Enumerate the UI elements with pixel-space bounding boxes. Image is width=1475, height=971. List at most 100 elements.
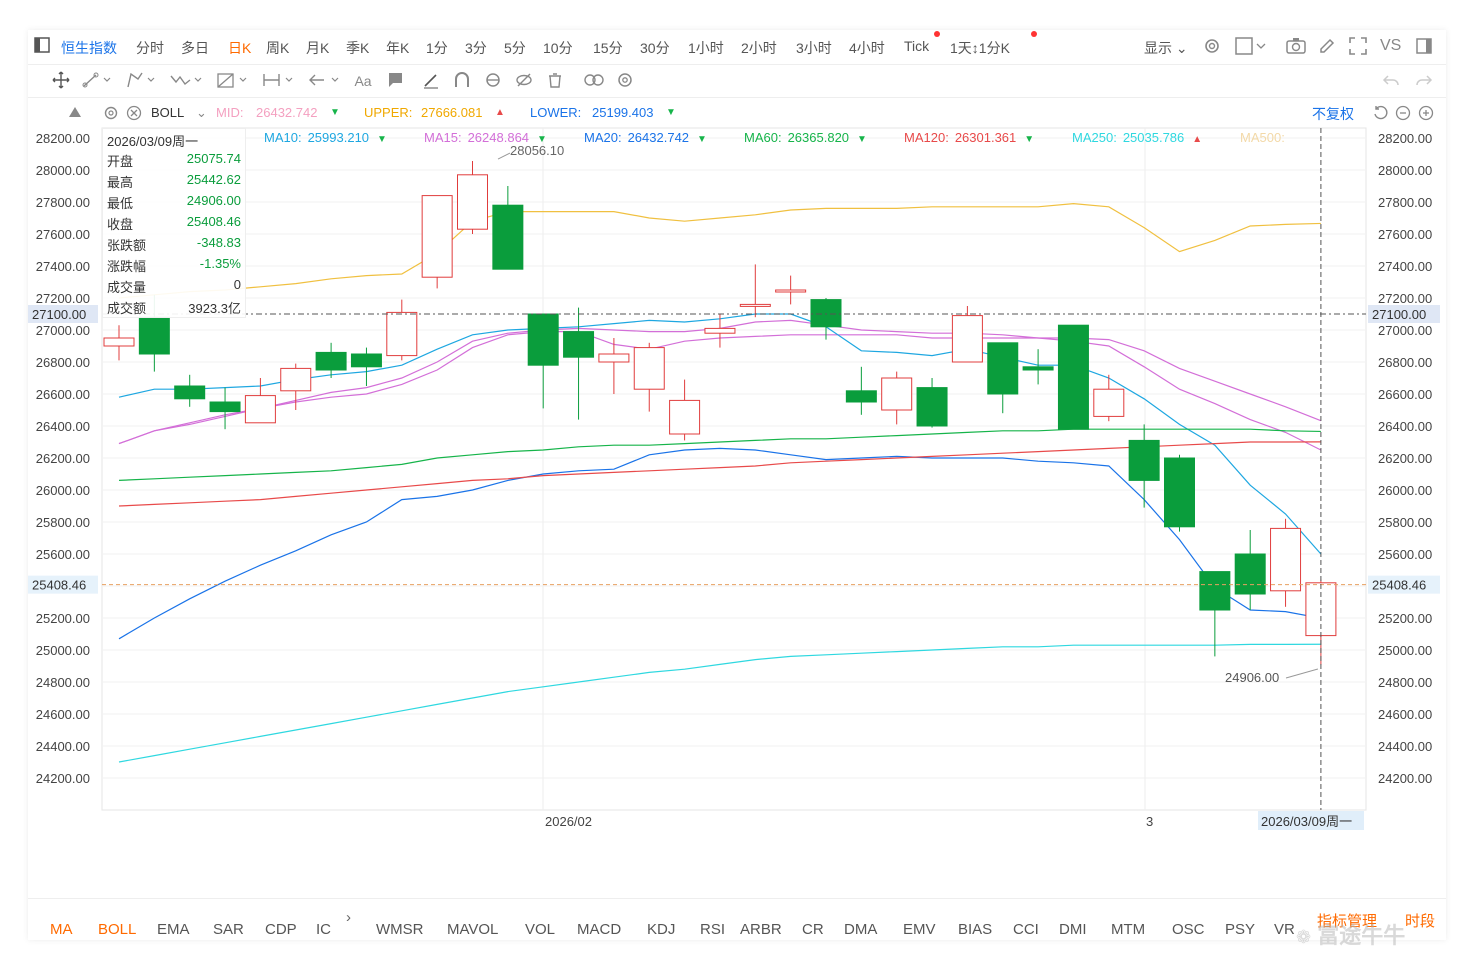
y-tick-label-right: 25800.00: [1378, 515, 1432, 530]
indicator-tab-mavol[interactable]: MAVOL: [447, 921, 499, 938]
indicator-tab-vr[interactable]: VR: [1274, 921, 1295, 938]
period-tab-12[interactable]: 30分: [640, 40, 670, 56]
indicator-tab-cdp[interactable]: CDP: [265, 921, 297, 938]
indicator-name[interactable]: BOLL: [151, 105, 185, 120]
info-row: 张跌额 -348.83: [107, 235, 241, 255]
period-tab-6[interactable]: 年K: [386, 40, 410, 56]
text-tool-icon[interactable]: Aa: [354, 73, 372, 89]
line-tool-icon[interactable]: [82, 71, 118, 91]
indicator-tab-rsi[interactable]: RSI: [700, 921, 726, 938]
adjust-dropdown[interactable]: 不复权: [1312, 106, 1354, 122]
panel-toggle-icon[interactable]: [1416, 38, 1432, 57]
ma-item-1: MA15: 26248.864 ▼: [424, 130, 547, 145]
x-axis-label: 3: [1146, 814, 1153, 829]
indicator-tab-cr[interactable]: CR: [802, 921, 824, 938]
indicator-tab-sar[interactable]: SAR: [213, 921, 244, 938]
indicator-tab-ema[interactable]: EMA: [157, 921, 190, 938]
display-dropdown[interactable]: 显示 ⌄: [1144, 40, 1188, 56]
drawing-settings-gear-icon[interactable]: [614, 71, 636, 91]
sidebar-toggle-icon[interactable]: [34, 37, 50, 56]
indicator-tab-ic[interactable]: IC: [316, 921, 331, 938]
period-toolbar: 恒生指数 分时 多日 日K 周K 月K 季K 年K 1分 3分 5分 10分 15分 30分 1小时 2小时…: [28, 30, 1446, 65]
period-tab-2[interactable]: 日K: [228, 40, 252, 56]
arrow-tool-icon[interactable]: [308, 71, 346, 91]
delete-drawings-icon[interactable]: [544, 71, 566, 91]
period-tab-9[interactable]: 5分: [504, 40, 526, 56]
indicator-tab-osc[interactable]: OSC: [1172, 921, 1205, 938]
indicator-tab-bias[interactable]: BIAS: [958, 921, 993, 938]
candle-body: [244, 395, 276, 424]
indicator-settings-icon[interactable]: [103, 105, 119, 124]
ma-label: MA60:: [744, 130, 782, 145]
undo-icon[interactable]: [1380, 71, 1402, 91]
pencil-icon[interactable]: [1318, 37, 1336, 58]
hline-price-box-left: 27100.00: [32, 307, 86, 322]
indicator-manage-button[interactable]: 指标管理: [1317, 913, 1378, 930]
indicator-tab-boll[interactable]: BOLL: [98, 921, 137, 938]
period-tab-11[interactable]: 15分: [593, 40, 623, 56]
fib-tool-icon[interactable]: [216, 71, 254, 91]
period-tab-10[interactable]: 10分: [543, 40, 573, 56]
period-tab-8[interactable]: 3分: [465, 40, 487, 56]
period-tab-13[interactable]: 1小时: [688, 40, 724, 56]
indicator-tab-dma[interactable]: DMA: [844, 921, 878, 938]
zoom-out-icon[interactable]: [1395, 105, 1411, 124]
indicator-tab-ma[interactable]: MA: [50, 921, 73, 938]
info-value: 0: [233, 277, 241, 292]
indicator-tab-arbr[interactable]: ARBR: [740, 921, 782, 938]
time-period-button[interactable]: 时段: [1405, 913, 1436, 930]
indicator-close-icon[interactable]: [126, 105, 142, 124]
redo-icon[interactable]: [1413, 71, 1435, 91]
note-tool-icon[interactable]: [384, 71, 406, 91]
camera-icon[interactable]: [1286, 37, 1306, 58]
boll-upper-label: UPPER:: [364, 105, 413, 120]
chart-style-icon[interactable]: [1235, 37, 1269, 58]
period-tab-14[interactable]: 2小时: [741, 40, 777, 56]
ma-label: MA120:: [904, 130, 949, 145]
sync-icon[interactable]: [482, 71, 504, 91]
low-marker-pointer: [1285, 668, 1319, 679]
candlestick-chart[interactable]: 28200.00 28200.00 28000.00 28000.00 27800.00…: [28, 30, 1446, 830]
move-crosshair-icon[interactable]: [50, 71, 72, 91]
range-tool-icon[interactable]: [262, 71, 300, 91]
collapse-arrow-icon[interactable]: [68, 106, 82, 121]
vs-compare-button[interactable]: VS: [1380, 37, 1402, 54]
y-tick-label-left: 26600.00: [36, 387, 90, 402]
y-tick-label-left: 24600.00: [36, 707, 90, 722]
indicator-tab-macd[interactable]: MACD: [577, 921, 622, 938]
hide-drawings-icon[interactable]: [513, 71, 535, 91]
period-tab-1[interactable]: 多日: [181, 40, 209, 56]
indicator-tab-mtm[interactable]: MTM: [1111, 921, 1146, 938]
indicator-dropdown-icon[interactable]: ⌄: [196, 105, 207, 120]
period-tab-17[interactable]: Tick: [904, 38, 930, 54]
period-tab-0[interactable]: 分时: [136, 40, 164, 56]
zoom-in-icon[interactable]: [1418, 105, 1434, 124]
indicator-tab-psy[interactable]: PSY: [1225, 921, 1256, 938]
period-tab-18[interactable]: 1天↕1分K: [950, 40, 1010, 56]
index-name[interactable]: 恒生指数: [61, 40, 117, 56]
wave-tool-icon[interactable]: [170, 71, 208, 91]
reset-icon[interactable]: [1372, 105, 1388, 124]
indicator-tab-emv[interactable]: EMV: [903, 921, 936, 938]
tabs-scroll-right-icon[interactable]: ›: [346, 909, 351, 926]
settings-gear-icon[interactable]: [1202, 36, 1222, 59]
link-icon[interactable]: [582, 71, 608, 91]
period-tab-15[interactable]: 3小时: [796, 40, 832, 56]
polyline-tool-icon[interactable]: [126, 71, 162, 91]
magnet-icon[interactable]: [451, 71, 473, 91]
indicator-tab-vol[interactable]: VOL: [525, 921, 556, 938]
period-tab-16[interactable]: 4小时: [849, 40, 885, 56]
brush-tool-icon[interactable]: [420, 71, 442, 91]
period-tab-4[interactable]: 月K: [306, 40, 330, 56]
ma-value: 26301.361: [954, 130, 1017, 145]
period-tab-5[interactable]: 季K: [346, 40, 370, 56]
indicator-tab-dmi[interactable]: DMI: [1059, 921, 1087, 938]
indicator-tab-kdj[interactable]: KDJ: [647, 921, 676, 938]
fullscreen-icon[interactable]: [1349, 37, 1367, 58]
period-tab-7[interactable]: 1分: [426, 40, 448, 56]
indicator-tab-cci[interactable]: CCI: [1013, 921, 1039, 938]
candle-body: [1128, 439, 1160, 481]
indicator-tab-wmsr[interactable]: WMSR: [376, 921, 424, 938]
period-tab-3[interactable]: 周K: [266, 40, 290, 56]
ma-item-6: MA500:: [1240, 130, 1291, 145]
